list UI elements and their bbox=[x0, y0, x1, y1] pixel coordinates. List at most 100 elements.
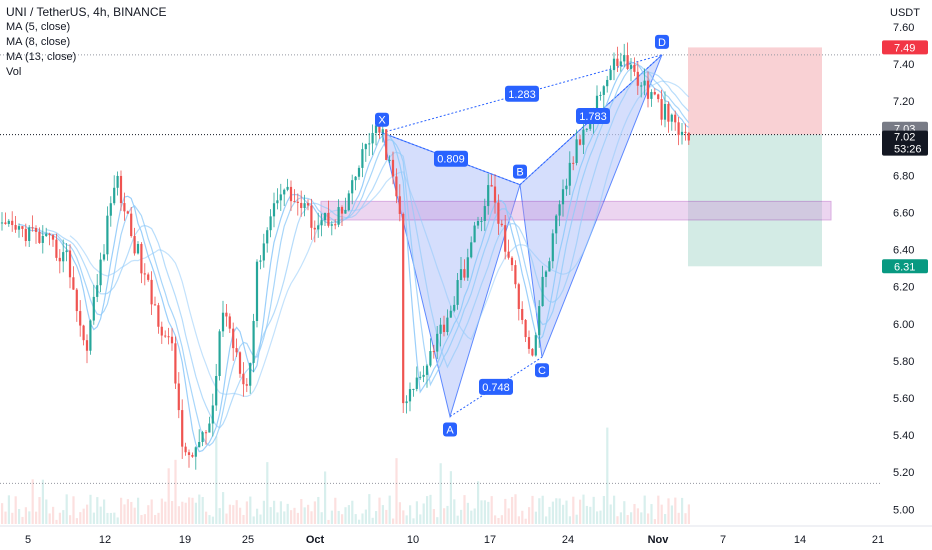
candle-body bbox=[65, 250, 68, 253]
volume-bar bbox=[205, 511, 208, 524]
volume-bar bbox=[395, 458, 398, 524]
candle-body bbox=[487, 185, 490, 207]
price-tick-label: 7.60 bbox=[893, 22, 914, 34]
candle-body bbox=[470, 242, 473, 258]
indicator-vol[interactable]: Vol bbox=[6, 66, 22, 78]
candle-body bbox=[402, 213, 405, 404]
candle-body bbox=[283, 189, 286, 195]
candle-body bbox=[412, 388, 415, 390]
volume-bar bbox=[687, 504, 690, 524]
volume-bar bbox=[555, 498, 558, 524]
volume-bar bbox=[677, 512, 680, 524]
candle-body bbox=[544, 271, 548, 277]
volume-bar bbox=[82, 508, 85, 524]
volume-bar bbox=[188, 497, 191, 524]
volume-bar bbox=[490, 496, 493, 524]
candle-body bbox=[130, 213, 133, 237]
candle-body bbox=[45, 233, 48, 236]
volume-bar bbox=[113, 512, 116, 524]
volume-bar bbox=[681, 497, 684, 524]
volume-bar bbox=[473, 508, 476, 524]
volume-bar bbox=[222, 492, 225, 524]
volume-bar bbox=[551, 501, 554, 524]
volume-bar bbox=[596, 511, 599, 524]
candle-body bbox=[643, 80, 646, 86]
volume-bar bbox=[303, 507, 306, 524]
candle-body bbox=[194, 447, 197, 457]
volume-bar bbox=[324, 471, 327, 524]
volume-bar bbox=[507, 508, 510, 524]
volume-bar bbox=[575, 514, 578, 524]
ratio-value: 0.809 bbox=[437, 154, 465, 166]
chart-title[interactable]: UNI / TetherUS, 4h, BINANCE bbox=[6, 5, 167, 19]
price-tick-label: 5.20 bbox=[893, 467, 914, 479]
volume-bar bbox=[572, 496, 575, 524]
candle-body bbox=[68, 250, 72, 278]
volume-bar bbox=[521, 510, 524, 524]
volume-bar bbox=[589, 506, 592, 524]
volume-bar bbox=[500, 515, 503, 524]
candle-body bbox=[85, 340, 89, 351]
volume-bar bbox=[307, 504, 310, 524]
candle-body bbox=[361, 149, 364, 168]
volume-bar bbox=[446, 505, 449, 524]
indicator-ma13[interactable]: MA (13, close) bbox=[6, 51, 77, 63]
candle-body bbox=[371, 133, 374, 144]
candle-body bbox=[432, 351, 435, 353]
candle-body bbox=[568, 162, 571, 186]
time-tick-label: 14 bbox=[794, 534, 806, 546]
candle-body bbox=[62, 252, 65, 262]
volume-bar bbox=[48, 513, 51, 524]
candle-body bbox=[133, 236, 136, 254]
candle-body bbox=[385, 129, 388, 160]
price-axis: USDT7.607.407.207.006.806.606.406.206.00… bbox=[882, 0, 932, 550]
pattern-point-label: A bbox=[446, 425, 454, 437]
candle-body bbox=[334, 224, 337, 226]
candle-body bbox=[92, 296, 95, 321]
candle-body bbox=[453, 304, 456, 311]
pattern-point-c: C bbox=[535, 363, 549, 378]
volume-bar bbox=[116, 517, 119, 524]
candle-body bbox=[11, 220, 14, 226]
candle-body bbox=[422, 374, 425, 377]
volume-bar bbox=[463, 495, 466, 524]
candle-body bbox=[167, 336, 170, 338]
volume-bar bbox=[228, 504, 231, 524]
volume-bar bbox=[31, 479, 34, 524]
volume-bar bbox=[330, 510, 333, 524]
candle-body bbox=[657, 94, 660, 100]
price-tick-label: 6.20 bbox=[893, 282, 914, 294]
candle-body bbox=[160, 326, 163, 336]
candle-body bbox=[340, 207, 344, 214]
candle-body bbox=[211, 405, 214, 424]
time-tick-label: 5 bbox=[25, 534, 31, 546]
volume-bar bbox=[640, 512, 643, 524]
volume-bar bbox=[69, 515, 72, 524]
candle-body bbox=[153, 304, 157, 306]
volume-bar bbox=[643, 495, 646, 524]
candle-body bbox=[538, 306, 541, 336]
candle-body bbox=[609, 70, 612, 80]
ratio-value: 0.748 bbox=[482, 382, 510, 394]
candle-body bbox=[181, 410, 184, 447]
volume-bar bbox=[293, 507, 296, 524]
volume-bar bbox=[341, 514, 344, 524]
price-tick-label: 5.00 bbox=[893, 504, 914, 516]
candle-body bbox=[79, 311, 82, 326]
candle-body bbox=[378, 125, 381, 133]
indicator-ma5[interactable]: MA (5, close) bbox=[6, 21, 71, 33]
volume-bar bbox=[310, 511, 313, 524]
candle-body bbox=[463, 269, 466, 278]
candle-body bbox=[249, 362, 252, 386]
candle-body bbox=[31, 227, 34, 229]
candle-body bbox=[368, 143, 371, 145]
volume-bar bbox=[378, 497, 381, 524]
candle-body bbox=[419, 376, 422, 378]
indicator-ma8[interactable]: MA (8, close) bbox=[6, 36, 71, 48]
pattern-point-labels: X A B C D bbox=[375, 34, 669, 437]
volume-layer bbox=[1, 427, 690, 524]
candle-body bbox=[507, 251, 510, 258]
candle-body bbox=[636, 71, 639, 86]
candle-body bbox=[14, 225, 17, 230]
